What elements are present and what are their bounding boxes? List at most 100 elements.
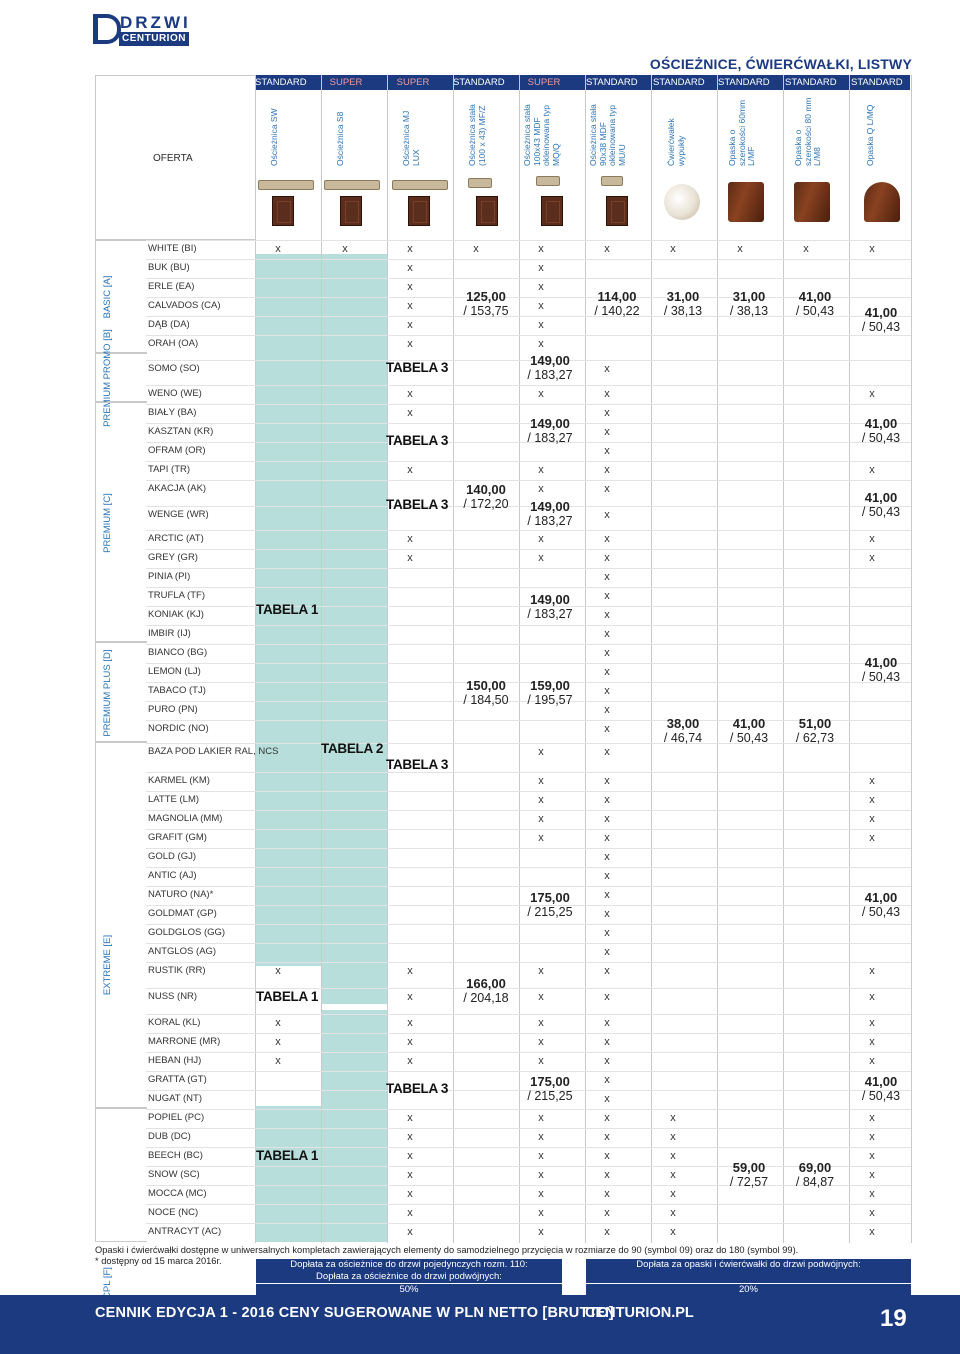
col-header-lmf: Opaska o szerokości 60mm L/MF — [727, 99, 756, 166]
availability-mark: x — [869, 1207, 875, 1219]
row-label: TABACO (TJ) — [148, 685, 206, 696]
table-row — [146, 506, 911, 525]
availability-mark: x — [407, 1112, 413, 1124]
table-row — [146, 461, 911, 480]
availability-mark: x — [737, 243, 743, 255]
availability-mark: x — [604, 927, 610, 939]
door-mqq-image — [541, 196, 563, 226]
tabela-3-label: TABELA 3 — [386, 360, 449, 375]
availability-mark: x — [604, 1017, 610, 1029]
availability-mark: x — [407, 533, 413, 545]
table-row — [146, 810, 911, 829]
category-bar: STANDARD SUPER SUPER STANDARD SUPER STAN… — [255, 75, 910, 90]
table-row — [146, 1109, 911, 1128]
row-label: OFRAM (OR) — [148, 445, 206, 456]
availability-mark: x — [604, 1036, 610, 1048]
price-lmq-ext-2: 41,00/ 50,43 — [861, 1074, 901, 1104]
row-label: MOCCA (MC) — [148, 1188, 207, 1199]
col-header-mjlux: Ościeżnica MJ LUX — [401, 110, 421, 166]
availability-mark: x — [604, 870, 610, 882]
tabela-2-label: TABELA 2 — [321, 741, 384, 756]
availability-mark: x — [869, 533, 875, 545]
table-row — [146, 663, 911, 682]
footer-site-link[interactable]: CENTURION.PL — [585, 1305, 694, 1321]
logo-bottom: CENTURION — [119, 32, 189, 46]
row-label: KASZTAN (KR) — [148, 426, 214, 437]
availability-mark: x — [275, 965, 281, 977]
availability-mark: x — [275, 1036, 281, 1048]
table-row — [146, 1033, 911, 1052]
table-row — [146, 644, 911, 663]
row-label: NOCE (NC) — [148, 1207, 199, 1218]
row-label: GREY (GR) — [148, 552, 198, 563]
availability-mark: x — [604, 464, 610, 476]
availability-mark: x — [869, 1226, 875, 1238]
row-label: GOLD (GJ) — [148, 851, 197, 862]
frame-mjlux-image — [392, 180, 448, 190]
price-mqq-premium-3: 149,00/ 183,27 — [527, 592, 573, 622]
table-row — [146, 587, 911, 606]
table-row — [146, 480, 911, 499]
availability-mark: x — [604, 832, 610, 844]
table-row — [146, 606, 911, 625]
availability-mark: x — [407, 1150, 413, 1162]
availability-mark: x — [538, 483, 544, 495]
row-label: BEECH (BC) — [148, 1150, 203, 1161]
row-label: DUB (DC) — [148, 1131, 191, 1142]
row-label: NORDIC (NO) — [148, 723, 209, 734]
row-label: NUGAT (NT) — [148, 1093, 203, 1104]
availability-mark: x — [538, 1150, 544, 1162]
availability-mark: x — [803, 243, 809, 255]
price-lmq-ext: 41,00/ 50,43 — [861, 890, 901, 920]
footnote-1: Opaski i ćwierćwałki dostępne w uniwersa… — [95, 1245, 799, 1255]
table-row — [146, 1014, 911, 1033]
availability-mark: x — [407, 991, 413, 1003]
table-row — [146, 335, 911, 354]
availability-mark: x — [538, 1226, 544, 1238]
footer-bar: CENNIK EDYCJA 1 - 2016 CENY SUGEROWANE W… — [0, 1295, 960, 1354]
surcharge-single: Dopłata za ościeżnice do drzwi pojedyncz… — [256, 1259, 562, 1271]
category-10: STANDARD — [851, 77, 903, 88]
door-mjlux-image — [408, 196, 430, 226]
price-muu-basic: 114,00/ 140,22 — [594, 289, 640, 319]
availability-mark: x — [869, 1169, 875, 1181]
availability-mark: x — [869, 1150, 875, 1162]
availability-mark: x — [604, 1055, 610, 1067]
row-label: MAGNOLIA (MM) — [148, 813, 223, 824]
table-row — [146, 297, 911, 316]
availability-mark: x — [869, 775, 875, 787]
col-divider — [321, 75, 322, 1243]
col-header-s8: Ościeżnica S8 — [335, 111, 345, 166]
table-row — [146, 988, 911, 1007]
row-label: SNOW (SC) — [148, 1169, 200, 1180]
price-lmq-premium: 41,00/ 50,43 — [861, 416, 901, 446]
row-label: ARCTIC (AT) — [148, 533, 204, 544]
col-divider — [717, 75, 718, 1243]
price-lmf-basic: 31,00/ 38,13 — [729, 289, 769, 319]
trim-60-image — [728, 182, 764, 222]
availability-mark: x — [604, 813, 610, 825]
category-8: STANDARD — [718, 77, 770, 88]
availability-mark: x — [407, 1055, 413, 1067]
surcharge-trim-pct: 20% — [586, 1283, 911, 1295]
surcharge-double: Dopłata za ościeżnice do drzwi podwójnyc… — [256, 1271, 562, 1283]
availability-mark: x — [407, 1188, 413, 1200]
row-label: NUSS (NR) — [148, 991, 198, 1002]
col-divider — [849, 75, 850, 1243]
availability-mark: x — [604, 483, 610, 495]
availability-mark: x — [538, 794, 544, 806]
availability-mark: x — [869, 1131, 875, 1143]
availability-mark: x — [604, 426, 610, 438]
availability-mark: x — [538, 1131, 544, 1143]
availability-mark: x — [604, 1226, 610, 1238]
quarter-round-image — [664, 184, 700, 220]
group-cpl: CPL [F] — [95, 1108, 147, 1299]
availability-mark: x — [604, 704, 610, 716]
col-header-lmq: Opaska Q L/MQ — [865, 104, 875, 166]
availability-mark: x — [538, 1055, 544, 1067]
availability-mark: x — [670, 243, 676, 255]
table-row — [146, 625, 911, 644]
row-label: WENO (WE) — [148, 388, 202, 399]
availability-mark: x — [407, 1036, 413, 1048]
table-row — [146, 848, 911, 867]
